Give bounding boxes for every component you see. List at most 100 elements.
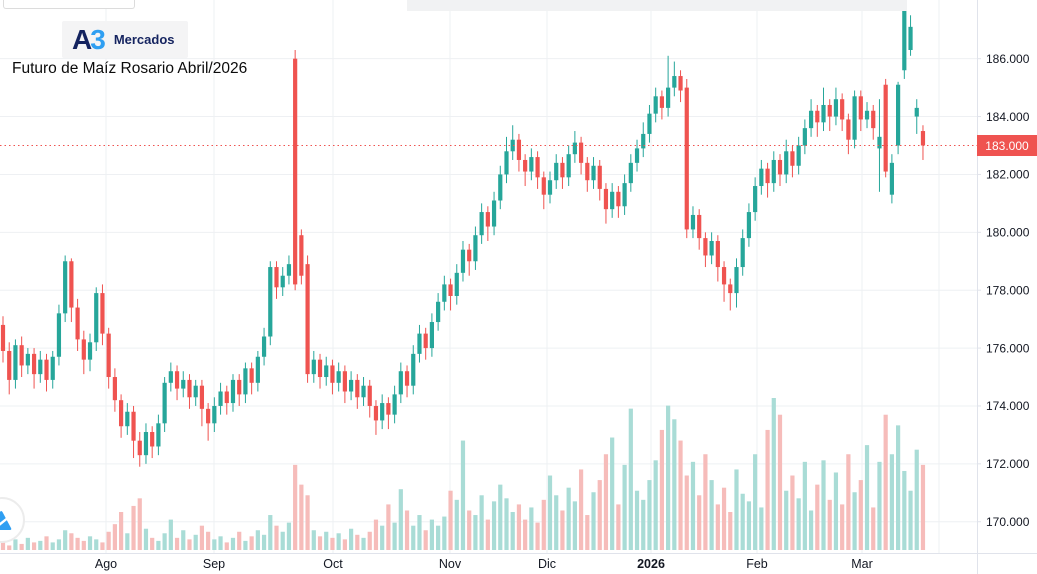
price-axis-label: 174.000 xyxy=(986,399,1030,413)
last-price-label: 183.000 xyxy=(977,135,1037,156)
volume-bar xyxy=(784,490,789,550)
volume-bar xyxy=(423,530,428,550)
candle-body xyxy=(230,379,236,404)
candle-body xyxy=(38,359,43,375)
candle-body xyxy=(858,96,863,120)
volume-bar xyxy=(622,464,627,550)
volume-bar xyxy=(342,539,347,550)
logo-letter-a: A xyxy=(72,23,92,55)
candle-body xyxy=(815,110,820,123)
volume-bar xyxy=(75,537,80,550)
volume-bar xyxy=(572,501,577,550)
candle-body xyxy=(821,104,826,123)
candle-body xyxy=(902,9,907,71)
volume-bar xyxy=(547,475,553,550)
time-axis-label: Nov xyxy=(439,557,462,571)
candle-body xyxy=(491,200,497,227)
candle-body xyxy=(759,168,764,187)
candle-body xyxy=(883,84,888,172)
candle-body xyxy=(69,261,74,308)
volume-bar xyxy=(13,539,18,550)
candle-body xyxy=(249,368,254,383)
volume-bar xyxy=(38,540,43,550)
candle-body xyxy=(510,139,515,152)
volume-bar xyxy=(504,498,509,550)
volume-bar xyxy=(740,493,745,550)
volume-bar xyxy=(709,480,714,550)
candle-body xyxy=(404,371,410,386)
candle-body xyxy=(7,350,12,380)
volume-bar xyxy=(7,545,12,550)
volume-bar xyxy=(603,454,609,550)
volume-bar xyxy=(398,489,403,550)
candle-body xyxy=(678,76,683,91)
candle-body xyxy=(429,322,434,349)
candle-body xyxy=(119,400,124,427)
volume-bar xyxy=(137,498,142,550)
volume-bar xyxy=(535,522,540,550)
candle-body xyxy=(616,191,621,207)
price-axis[interactable] xyxy=(977,0,1037,574)
candle-body xyxy=(423,333,428,349)
candle-body xyxy=(896,84,901,146)
candle-body xyxy=(703,238,708,256)
volume-bar xyxy=(697,495,702,550)
candle-body xyxy=(324,365,329,378)
volume-bar xyxy=(0,542,6,550)
volume-bar xyxy=(846,454,851,550)
volume-bar xyxy=(703,454,708,550)
volume-bar xyxy=(150,537,155,550)
candle-body xyxy=(299,235,304,276)
volume-bar xyxy=(672,419,677,550)
volume-bar xyxy=(125,533,130,550)
candle-body xyxy=(131,411,136,441)
candle-body xyxy=(889,162,894,195)
volume-bar xyxy=(112,524,117,550)
candle-body xyxy=(212,405,217,424)
volume-bar xyxy=(684,475,689,550)
candle-body xyxy=(765,168,770,184)
volume-bar xyxy=(889,454,894,550)
candle-body xyxy=(25,353,30,366)
candle-body xyxy=(560,162,565,178)
candle-body xyxy=(19,345,24,366)
candle-body xyxy=(317,359,323,378)
a3-logo-glyph xyxy=(0,511,12,530)
volume-bar xyxy=(728,512,733,550)
candle-body xyxy=(373,405,379,421)
candle-body xyxy=(81,339,86,360)
price-axis-label: 184.000 xyxy=(986,110,1030,124)
volume-bar xyxy=(349,528,354,550)
volume-bar xyxy=(765,429,770,550)
volume-bar xyxy=(777,414,783,550)
candle-body xyxy=(914,107,919,117)
time-axis[interactable] xyxy=(0,553,1037,574)
candle-body xyxy=(827,104,832,117)
volume-bar xyxy=(168,519,173,550)
candle-body xyxy=(784,151,789,175)
volume-bar xyxy=(659,429,664,550)
volume-bar xyxy=(796,498,801,550)
volume-bar xyxy=(827,499,832,550)
candle-body xyxy=(31,353,37,375)
volume-bar xyxy=(261,534,267,550)
candle-body xyxy=(218,391,223,406)
volume-bar xyxy=(100,542,105,550)
candle-body xyxy=(790,151,795,166)
candle-body xyxy=(75,307,80,340)
candle-body xyxy=(485,212,490,227)
volume-bar xyxy=(69,533,74,550)
volume-bar xyxy=(249,536,254,550)
volume-bar xyxy=(523,519,528,550)
candle-body xyxy=(454,272,459,296)
volume-bar xyxy=(666,405,671,550)
time-axis-label: Ago xyxy=(95,557,117,571)
volume-bar xyxy=(690,461,696,550)
volume-bar xyxy=(81,540,86,550)
volume-bar xyxy=(616,504,621,550)
volume-bar xyxy=(429,519,434,550)
price-axis-label: 170.000 xyxy=(986,515,1030,529)
volume-bar xyxy=(634,490,640,550)
